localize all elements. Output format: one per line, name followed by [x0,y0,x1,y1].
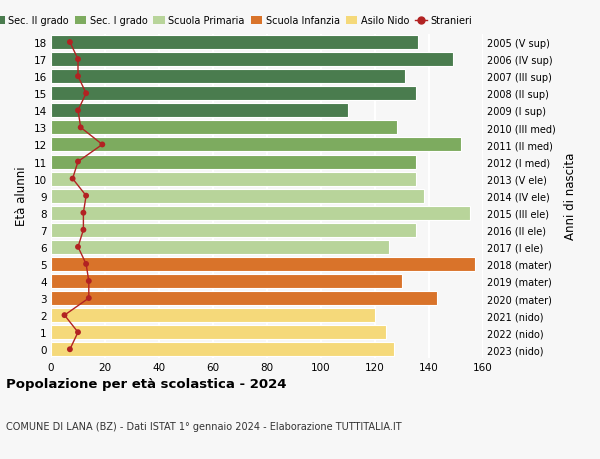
Bar [51,53,454,67]
Bar [51,70,405,84]
Legend: Sec. II grado, Sec. I grado, Scuola Primaria, Scuola Infanzia, Asilo Nido, Stran: Sec. II grado, Sec. I grado, Scuola Prim… [0,17,472,26]
Y-axis label: Anni di nascita: Anni di nascita [564,153,577,240]
Point [82,193,91,200]
Bar [51,241,389,254]
Point [65,39,75,47]
Bar [51,87,416,101]
Point [60,312,70,319]
Point [73,244,83,251]
Bar [51,325,386,340]
Text: Popolazione per età scolastica - 2024: Popolazione per età scolastica - 2024 [6,377,287,390]
Point [98,141,107,149]
Bar [51,291,437,305]
Point [65,346,75,353]
Bar [51,172,416,186]
Bar [51,121,397,135]
Point [73,73,83,81]
Bar [51,257,475,271]
Point [79,210,88,217]
Point [73,158,83,166]
Bar [51,155,416,169]
Point [84,295,94,302]
Point [73,56,83,64]
Bar [51,36,418,50]
Bar [51,342,394,357]
Point [82,90,91,98]
Bar [51,206,470,220]
Y-axis label: Età alunni: Età alunni [15,167,28,226]
Text: COMUNE DI LANA (BZ) - Dati ISTAT 1° gennaio 2024 - Elaborazione TUTTITALIA.IT: COMUNE DI LANA (BZ) - Dati ISTAT 1° genn… [6,421,401,431]
Point [82,261,91,268]
Point [73,107,83,115]
Point [76,124,86,132]
Point [73,329,83,336]
Bar [51,223,416,237]
Bar [51,308,375,322]
Bar [51,274,402,288]
Bar [51,104,348,118]
Bar [51,138,461,152]
Bar [51,189,424,203]
Point [79,227,88,234]
Point [84,278,94,285]
Point [68,175,77,183]
